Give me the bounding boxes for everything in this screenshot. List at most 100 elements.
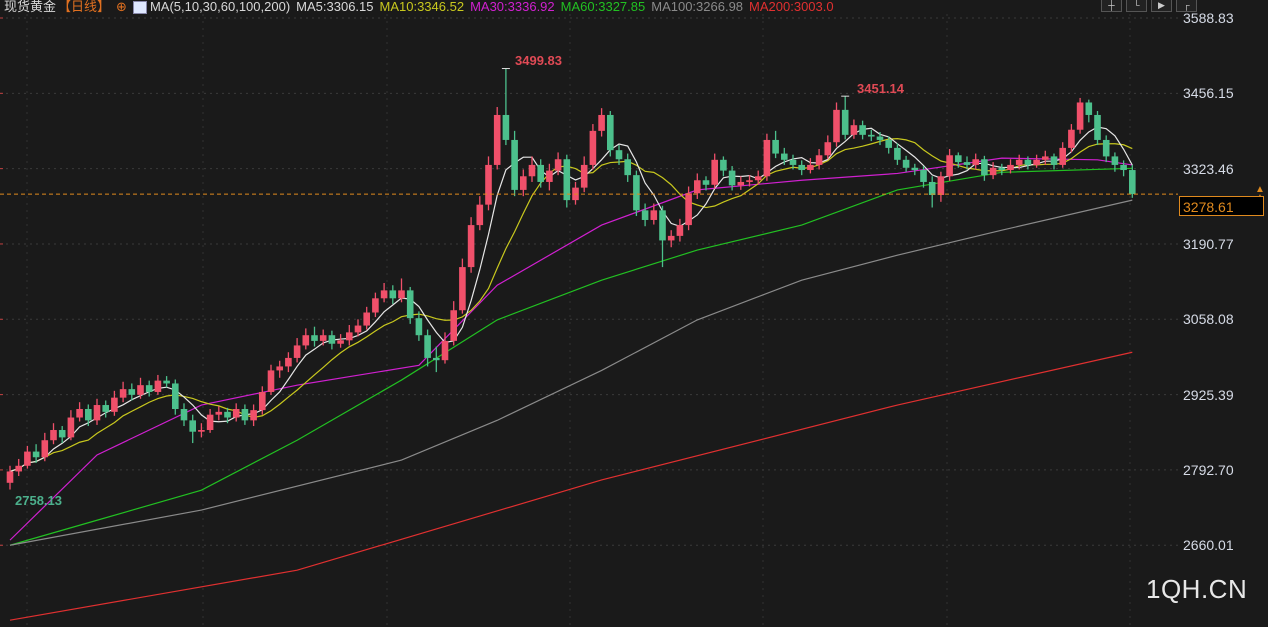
current-price-label: 3278.61 bbox=[1179, 196, 1264, 216]
period-label[interactable]: 【日线】 bbox=[58, 0, 111, 14]
candle bbox=[41, 432, 49, 462]
candle-body bbox=[163, 380, 170, 384]
candle-body bbox=[720, 159, 727, 171]
candle-body bbox=[824, 142, 832, 156]
candle bbox=[798, 160, 805, 176]
candle bbox=[293, 338, 301, 363]
ma30-value: MA30:3336.92 bbox=[470, 0, 555, 14]
candle-body bbox=[694, 180, 701, 194]
candle bbox=[493, 107, 501, 170]
crosshair-circle-icon[interactable]: ⊕ bbox=[116, 0, 127, 14]
crosshair-icon[interactable]: ┼ bbox=[1101, 0, 1122, 12]
candle-body bbox=[998, 167, 1006, 171]
candle bbox=[1042, 150, 1049, 165]
candle bbox=[58, 426, 66, 444]
y-tick-label: 2660.01 bbox=[1183, 537, 1234, 554]
candle bbox=[911, 163, 919, 176]
candle-body bbox=[841, 109, 849, 135]
candle bbox=[1033, 154, 1040, 168]
candle-body bbox=[102, 405, 109, 412]
candle-body bbox=[563, 159, 571, 201]
indicator-icon[interactable]: ▶ bbox=[1151, 0, 1172, 12]
ma30-line bbox=[9, 157, 1133, 541]
candle-body bbox=[32, 451, 40, 458]
candle-body bbox=[467, 225, 475, 268]
candle-body bbox=[206, 414, 214, 431]
ma5-value: MA5:3306.15 bbox=[296, 0, 374, 14]
candle bbox=[32, 444, 40, 463]
candle-body bbox=[676, 225, 684, 236]
candle-body bbox=[250, 410, 257, 421]
candle bbox=[285, 352, 292, 373]
y-tick-label: 3323.46 bbox=[1183, 160, 1234, 177]
candle bbox=[415, 311, 423, 341]
candle bbox=[476, 196, 484, 231]
candle bbox=[528, 156, 536, 182]
candle bbox=[537, 159, 544, 188]
candle bbox=[189, 414, 196, 444]
candle bbox=[554, 152, 562, 176]
indicator-chart-icon[interactable] bbox=[132, 1, 147, 14]
candle bbox=[580, 156, 588, 193]
grid bbox=[0, 14, 1178, 627]
ma-parameters[interactable]: MA(5,10,30,60,100,200) bbox=[149, 0, 291, 14]
candle bbox=[215, 406, 223, 421]
candle bbox=[119, 381, 127, 403]
candle bbox=[198, 423, 205, 438]
candle-body bbox=[902, 159, 910, 168]
instrument-name: 现货黄金 bbox=[4, 0, 57, 14]
candle bbox=[667, 230, 675, 248]
candle-body bbox=[546, 170, 553, 182]
candle-body bbox=[554, 159, 562, 171]
candle-body bbox=[311, 335, 318, 341]
candle bbox=[302, 328, 310, 350]
candle-body bbox=[667, 235, 675, 241]
candle-body bbox=[24, 451, 31, 466]
candle bbox=[450, 301, 457, 346]
candle bbox=[328, 330, 336, 350]
candle-body bbox=[746, 180, 753, 182]
candle-body bbox=[946, 155, 953, 177]
candle-body bbox=[633, 175, 640, 211]
candle bbox=[894, 143, 901, 165]
candle-body bbox=[702, 180, 710, 185]
candle-body bbox=[963, 162, 971, 165]
candle bbox=[963, 156, 971, 170]
candle-body bbox=[850, 125, 858, 135]
candle bbox=[337, 334, 344, 348]
candle bbox=[380, 282, 388, 303]
candle bbox=[685, 186, 692, 231]
candle bbox=[1024, 156, 1032, 170]
chart-style-icon[interactable]: └ bbox=[1126, 0, 1147, 12]
candle bbox=[989, 162, 997, 180]
candle bbox=[746, 175, 753, 187]
candle bbox=[1059, 142, 1066, 168]
candle bbox=[67, 410, 75, 441]
candle-body bbox=[1085, 102, 1093, 115]
ma200-line bbox=[9, 351, 1133, 621]
candle-body bbox=[650, 210, 658, 220]
export-icon[interactable]: ┌ bbox=[1176, 0, 1197, 12]
y-tick-label: 3588.83 bbox=[1183, 10, 1234, 26]
candle-body bbox=[1007, 164, 1014, 171]
candle-body bbox=[815, 155, 823, 165]
candle bbox=[720, 156, 727, 177]
candle-body bbox=[511, 139, 518, 190]
candle bbox=[232, 403, 240, 422]
candle bbox=[737, 176, 745, 190]
candle-body bbox=[441, 340, 449, 361]
chart-toolbar: ┼ └ ▶ ┌ bbox=[1101, 0, 1197, 12]
candle bbox=[1094, 110, 1101, 146]
candle-body bbox=[241, 409, 249, 421]
candle bbox=[711, 153, 718, 189]
candle-body bbox=[1129, 170, 1136, 195]
candle-body bbox=[615, 150, 623, 160]
candle bbox=[772, 130, 779, 159]
candle bbox=[946, 149, 953, 181]
candle bbox=[754, 170, 762, 185]
candle-body bbox=[1102, 139, 1110, 157]
candle-body bbox=[50, 430, 57, 441]
candle-body bbox=[685, 193, 692, 226]
candle-body bbox=[1120, 164, 1127, 171]
